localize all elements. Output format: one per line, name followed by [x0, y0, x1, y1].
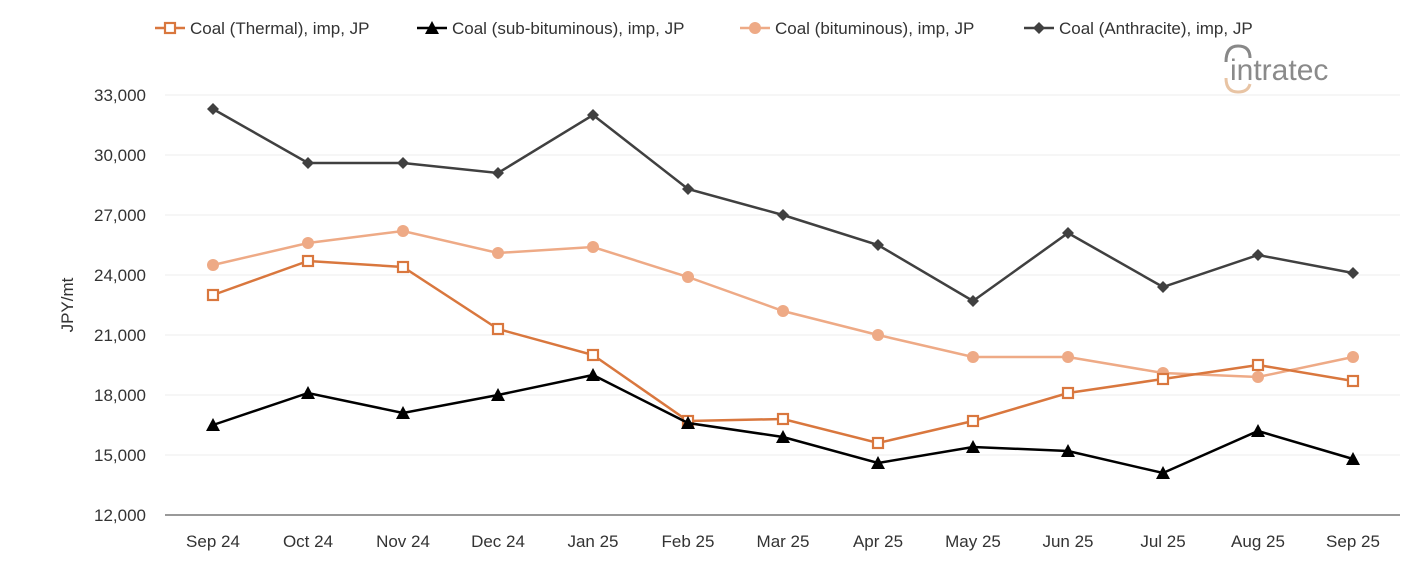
data-point — [966, 440, 980, 453]
series-2 — [207, 225, 1359, 383]
data-point — [396, 260, 410, 274]
data-point — [1157, 281, 1169, 293]
data-point — [967, 295, 979, 307]
y-tick-label: 24,000 — [94, 266, 146, 285]
x-tick-label: Dec 24 — [471, 532, 525, 551]
data-point — [396, 406, 410, 419]
legend-marker — [425, 21, 439, 34]
y-tick-label: 12,000 — [94, 506, 146, 525]
x-tick-label: Oct 24 — [283, 532, 333, 551]
legend-item: Coal (sub-bituminous), imp, JP — [417, 19, 684, 38]
data-point — [776, 430, 790, 443]
y-tick-label: 18,000 — [94, 386, 146, 405]
data-point — [966, 414, 980, 428]
data-point — [302, 157, 314, 169]
x-tick-label: Jun 25 — [1042, 532, 1093, 551]
data-point — [777, 305, 789, 317]
data-point — [207, 103, 219, 115]
data-point — [206, 418, 220, 431]
data-point — [872, 239, 884, 251]
data-point — [1347, 351, 1359, 363]
x-tick-label: May 25 — [945, 532, 1001, 551]
legend-label: Coal (Anthracite), imp, JP — [1059, 19, 1253, 38]
legend-label: Coal (bituminous), imp, JP — [775, 19, 974, 38]
y-axis-label: JPY/mt — [58, 277, 77, 332]
x-tick-label: Jan 25 — [567, 532, 618, 551]
data-point — [492, 247, 504, 259]
series-1 — [206, 368, 1360, 479]
data-point — [681, 416, 695, 429]
data-point — [492, 167, 504, 179]
x-tick-label: Apr 25 — [853, 532, 903, 551]
data-point — [871, 456, 885, 469]
data-point — [207, 259, 219, 271]
legend-marker — [1033, 22, 1045, 34]
series-0 — [206, 254, 1360, 450]
data-point — [586, 348, 600, 362]
series-line — [212, 229, 1354, 379]
x-tick-label: Sep 24 — [186, 532, 240, 551]
logo-text: intratec — [1230, 54, 1328, 87]
data-point — [1346, 452, 1360, 465]
data-point — [1252, 249, 1264, 261]
series-line — [212, 107, 1354, 303]
data-point — [1061, 386, 1075, 400]
legend: Coal (Thermal), imp, JP Coal (sub-bitumin… — [155, 19, 1253, 38]
data-point — [777, 209, 789, 221]
y-tick-label: 15,000 — [94, 446, 146, 465]
x-tick-label: Nov 24 — [376, 532, 430, 551]
data-point — [586, 368, 600, 381]
data-point — [206, 288, 220, 302]
data-point — [301, 386, 315, 399]
data-point — [1156, 372, 1170, 386]
data-point — [301, 254, 315, 268]
intratec-logo: intratec — [1224, 44, 1328, 94]
data-point — [1062, 227, 1074, 239]
x-axis-ticks: Sep 24 Oct 24 Nov 24 Dec 24 Jan 25 Feb 25 Mar … — [186, 532, 1380, 551]
data-point — [967, 351, 979, 363]
legend-item: Coal (Thermal), imp, JP — [155, 19, 369, 38]
data-point — [1347, 267, 1359, 279]
data-point — [1062, 351, 1074, 363]
data-point — [587, 109, 599, 121]
legend-item: Coal (Anthracite), imp, JP — [1024, 19, 1253, 38]
legend-item: Coal (bituminous), imp, JP — [740, 19, 974, 38]
x-tick-label: Mar 25 — [757, 532, 810, 551]
series-group — [206, 103, 1360, 479]
data-point — [1252, 371, 1264, 383]
x-tick-label: Jul 25 — [1140, 532, 1185, 551]
data-point — [1251, 358, 1265, 372]
data-point — [397, 157, 409, 169]
x-tick-label: Feb 25 — [662, 532, 715, 551]
data-point — [1346, 374, 1360, 388]
data-point — [682, 271, 694, 283]
data-point — [491, 388, 505, 401]
series-3 — [207, 103, 1359, 307]
legend-label: Coal (Thermal), imp, JP — [190, 19, 369, 38]
legend-label: Coal (sub-bituminous), imp, JP — [452, 19, 684, 38]
data-point — [872, 329, 884, 341]
data-point — [1061, 444, 1075, 457]
legend-marker — [163, 21, 177, 35]
data-point — [776, 412, 790, 426]
y-tick-label: 33,000 — [94, 86, 146, 105]
x-tick-label: Sep 25 — [1326, 532, 1380, 551]
y-tick-label: 30,000 — [94, 146, 146, 165]
data-point — [397, 225, 409, 237]
x-tick-label: Aug 25 — [1231, 532, 1285, 551]
data-point — [871, 436, 885, 450]
y-axis-ticks: 12,000 15,000 18,000 21,000 24,000 27,000 30,0… — [94, 86, 146, 525]
data-point — [587, 241, 599, 253]
data-point — [491, 322, 505, 336]
y-tick-label: 21,000 — [94, 326, 146, 345]
data-point — [682, 183, 694, 195]
data-point — [1251, 424, 1265, 437]
data-point — [1156, 466, 1170, 479]
legend-marker — [749, 22, 761, 34]
data-point — [302, 237, 314, 249]
y-tick-label: 27,000 — [94, 206, 146, 225]
